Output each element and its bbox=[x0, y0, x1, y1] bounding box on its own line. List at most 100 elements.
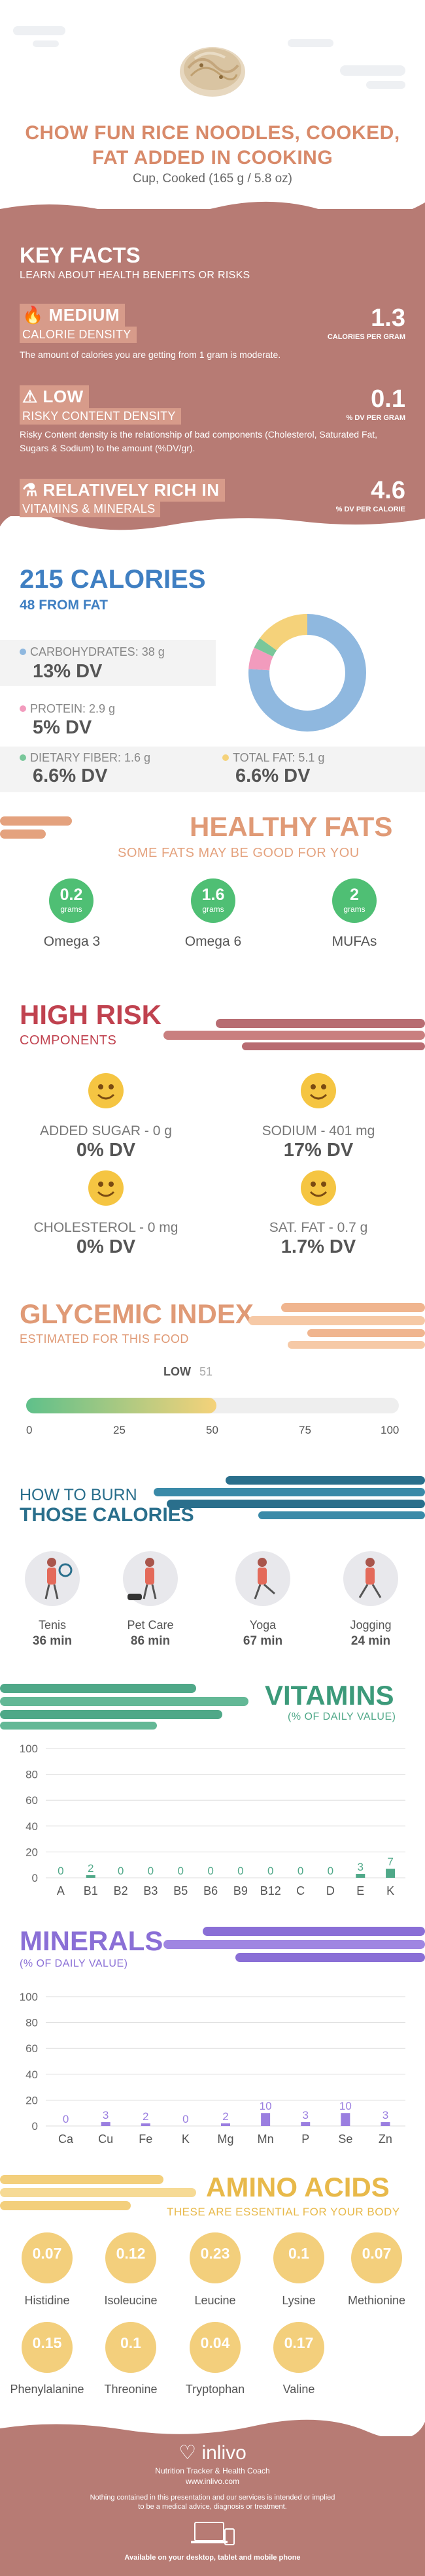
mufa-unit: grams bbox=[343, 905, 366, 914]
omega6-unit: grams bbox=[202, 905, 224, 914]
sodium-label: SODIUM - 401 mg bbox=[262, 1123, 375, 1138]
isoleucine-circle: 0.12 bbox=[105, 2232, 156, 2283]
cholesterol-label: CHOLESTEROL - 0 mg bbox=[33, 1220, 178, 1235]
threonine-circle: 0.1 bbox=[105, 2322, 156, 2373]
high-risk-title: HIGH RISK bbox=[20, 999, 162, 1030]
cholesterol-dv: 0% DV bbox=[76, 1236, 136, 1257]
vitamins-xtick: B12 bbox=[260, 1884, 281, 1897]
minerals-xtick: K bbox=[182, 2133, 190, 2146]
glycemic-fill bbox=[26, 1398, 216, 1413]
minerals-value-label: 0 bbox=[63, 2113, 69, 2125]
phenylalanine-label: Phenylalanine bbox=[10, 2383, 84, 2396]
vitamins-subtitle: (% OF DAILY VALUE) bbox=[288, 1711, 396, 1722]
lysine-value: 0.1 bbox=[288, 2245, 309, 2262]
fat-dv: 6.6% DV bbox=[235, 765, 311, 786]
protein-label-text: PROTEIN: 2.9 g bbox=[30, 702, 116, 715]
devices-icon bbox=[191, 2522, 235, 2545]
omega3-unit: grams bbox=[60, 905, 82, 914]
phenylalanine-circle: 0.15 bbox=[22, 2322, 73, 2373]
minerals-ytick: 100 bbox=[20, 1991, 38, 2003]
smiley-faces bbox=[97, 1084, 328, 1197]
minerals-title: MINERALS bbox=[20, 1925, 163, 1956]
healthy-fats-subtitle: SOME FATS MAY BE GOOD FOR YOU bbox=[118, 846, 360, 860]
omega3-circle: 0.2 grams bbox=[49, 878, 94, 923]
minerals-value-label: 2 bbox=[222, 2110, 228, 2123]
healthy-fats-stripes bbox=[0, 816, 72, 839]
vitamins-value-label: 0 bbox=[58, 1865, 63, 1877]
cholesterol-smiley-icon bbox=[88, 1170, 124, 1206]
pet-care-minutes: 86 min bbox=[130, 1634, 171, 1648]
omega6-value: 1.6 bbox=[201, 886, 225, 904]
vitamins-value-label: 0 bbox=[148, 1865, 154, 1877]
gi-tick-50: 50 bbox=[206, 1424, 218, 1436]
vitamins-xtick: D bbox=[326, 1884, 335, 1897]
tryptophan-circle: 0.04 bbox=[190, 2322, 241, 2373]
minerals-subtitle: (% OF DAILY VALUE) bbox=[20, 1958, 128, 1969]
valine-value: 0.17 bbox=[284, 2334, 314, 2351]
valine-label: Valine bbox=[282, 2383, 315, 2396]
calorie-density-level-text: MEDIUM bbox=[48, 305, 120, 325]
satfat-label: SAT. FAT - 0.7 g bbox=[269, 1220, 368, 1235]
vitamins-xtick: A bbox=[57, 1884, 65, 1897]
vitamins-value-label: 0 bbox=[207, 1865, 213, 1877]
heart-icon: ♡ bbox=[178, 2442, 197, 2464]
leucine-value: 0.23 bbox=[200, 2245, 230, 2262]
vitamins-ytick: 100 bbox=[20, 1743, 38, 1755]
vitamins-xtick: B6 bbox=[203, 1884, 218, 1897]
fat-label-text: TOTAL FAT: 5.1 g bbox=[233, 751, 325, 764]
minerals-value-label: 0 bbox=[182, 2113, 188, 2125]
calorie-density-value: 1.3 bbox=[371, 304, 405, 332]
sodium-dv: 17% DV bbox=[283, 1140, 354, 1161]
vitamins-title: VITAMINS bbox=[265, 1680, 394, 1711]
vitamins-value-label: 0 bbox=[178, 1865, 184, 1877]
histidine-label: Histidine bbox=[24, 2294, 70, 2307]
methionine-value: 0.07 bbox=[362, 2245, 392, 2262]
calories-from-fat: 48 FROM FAT bbox=[20, 598, 108, 613]
glycemic-stripes bbox=[248, 1303, 425, 1349]
high-risk-stripes bbox=[163, 1019, 425, 1050]
histidine-circle: 0.07 bbox=[22, 2232, 73, 2283]
vitmin-unit: % DV PER CALORIE bbox=[335, 506, 405, 513]
header-decoration bbox=[13, 26, 405, 89]
carbs-label: CARBOHYDRATES: 38 g bbox=[20, 645, 165, 659]
amino-subtitle: THESE ARE ESSENTIAL FOR YOUR BODY bbox=[167, 2206, 400, 2218]
fiber-label: DIETARY FIBER: 1.6 g bbox=[20, 751, 150, 765]
vitmin-level: ⚗ RELATIVELY RICH IN bbox=[20, 479, 225, 502]
flame-icon: 🔥 bbox=[22, 305, 44, 325]
minerals-ytick: 80 bbox=[26, 2017, 38, 2029]
minerals-xtick: Mg bbox=[217, 2133, 233, 2146]
vitamins-value-label: 0 bbox=[298, 1865, 303, 1877]
footer-url[interactable]: www.inlivo.com bbox=[185, 2477, 240, 2486]
tryptophan-value: 0.04 bbox=[200, 2334, 230, 2351]
glycemic-level: LOW bbox=[163, 1365, 191, 1378]
high-risk-subtitle: COMPONENTS bbox=[20, 1033, 117, 1048]
calorie-density-desc: The amount of calories you are getting f… bbox=[20, 349, 281, 360]
added-sugar-dv: 0% DV bbox=[76, 1140, 136, 1161]
risky-density-desc: Risky Content density is the relationshi… bbox=[20, 429, 378, 453]
minerals-bar-zn bbox=[381, 2122, 390, 2126]
glycemic-indicator: LOW 51 bbox=[163, 1365, 212, 1379]
minerals-bar-chart: 100 80 60 40 20 0 0 Ca 3 Cu 2 Fe 0 K 2 Mg 10 Mn 3 P 10 Se 3 Zn bbox=[20, 1991, 405, 2146]
glycemic-title: GLYCEMIC INDEX bbox=[20, 1298, 254, 1329]
vitamins-ytick: 80 bbox=[26, 1769, 38, 1781]
tryptophan-label: Tryptophan bbox=[185, 2383, 245, 2396]
gi-tick-25: 25 bbox=[113, 1424, 126, 1436]
minerals-value-label: 3 bbox=[382, 2109, 388, 2121]
amino-title: AMINO ACIDS bbox=[206, 2172, 390, 2202]
mufa-label: MUFAs bbox=[332, 934, 377, 949]
minerals-xtick: Se bbox=[338, 2133, 352, 2146]
satfat-smiley-icon bbox=[301, 1170, 336, 1206]
footer-tagline: Nutrition Tracker & Health Coach bbox=[155, 2466, 270, 2475]
risky-density-level-text: LOW bbox=[42, 387, 84, 406]
minerals-ytick: 0 bbox=[32, 2120, 38, 2133]
footer-disclaimer-2: to be a medical advice, diagnosis or tre… bbox=[138, 2503, 287, 2511]
vitamins-value-label: 0 bbox=[267, 1865, 273, 1877]
vitamins-ytick: 60 bbox=[26, 1794, 38, 1807]
lysine-label: Lysine bbox=[282, 2294, 316, 2307]
risky-density-label: RISKY CONTENT DENSITY bbox=[20, 408, 181, 425]
vitamins-xtick: E bbox=[356, 1884, 364, 1897]
omega6-label: Omega 6 bbox=[184, 934, 242, 949]
vitmin-level-text: RELATIVELY RICH IN bbox=[42, 480, 220, 500]
risky-density-unit: % DV PER GRAM bbox=[346, 414, 405, 422]
